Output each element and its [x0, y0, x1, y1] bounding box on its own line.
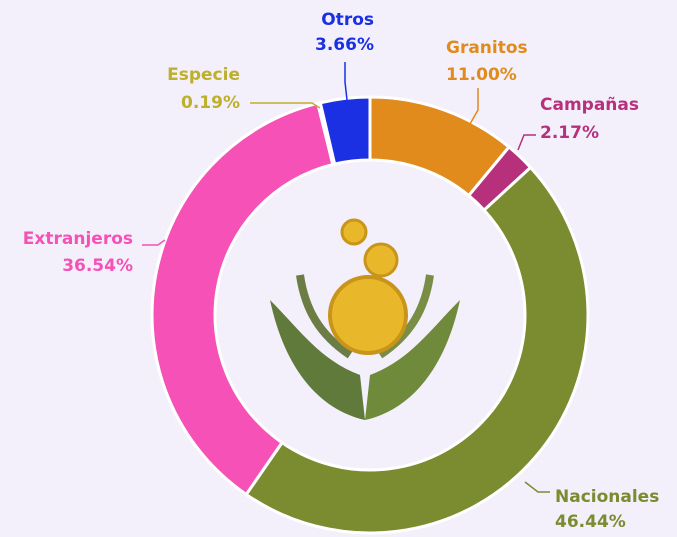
slice-label: Campañas — [540, 95, 639, 115]
slice-value: 36.54% — [62, 256, 133, 276]
leader-line — [142, 239, 166, 246]
leader-line — [250, 102, 321, 109]
donut-slice — [244, 165, 590, 535]
slice-value: 11.00% — [446, 65, 517, 85]
leader-line — [469, 88, 479, 125]
slice-value: 0.19% — [181, 93, 240, 113]
center-icon — [270, 218, 460, 420]
slice-value: 3.66% — [315, 35, 374, 55]
donut-slice — [150, 101, 335, 497]
donut — [150, 95, 590, 535]
slice-value: 46.44% — [555, 512, 626, 532]
slice-value: 2.17% — [540, 123, 599, 143]
leader-line — [517, 134, 536, 151]
donut-slice — [318, 95, 372, 166]
leader-line — [524, 481, 550, 493]
slice-label: Especie — [167, 65, 240, 85]
slice-label: Nacionales — [555, 487, 659, 507]
slice-label: Extranjeros — [23, 229, 133, 249]
slice-label: Granitos — [446, 38, 528, 58]
leader-line — [344, 62, 348, 101]
slice-label: Otros — [321, 10, 374, 30]
